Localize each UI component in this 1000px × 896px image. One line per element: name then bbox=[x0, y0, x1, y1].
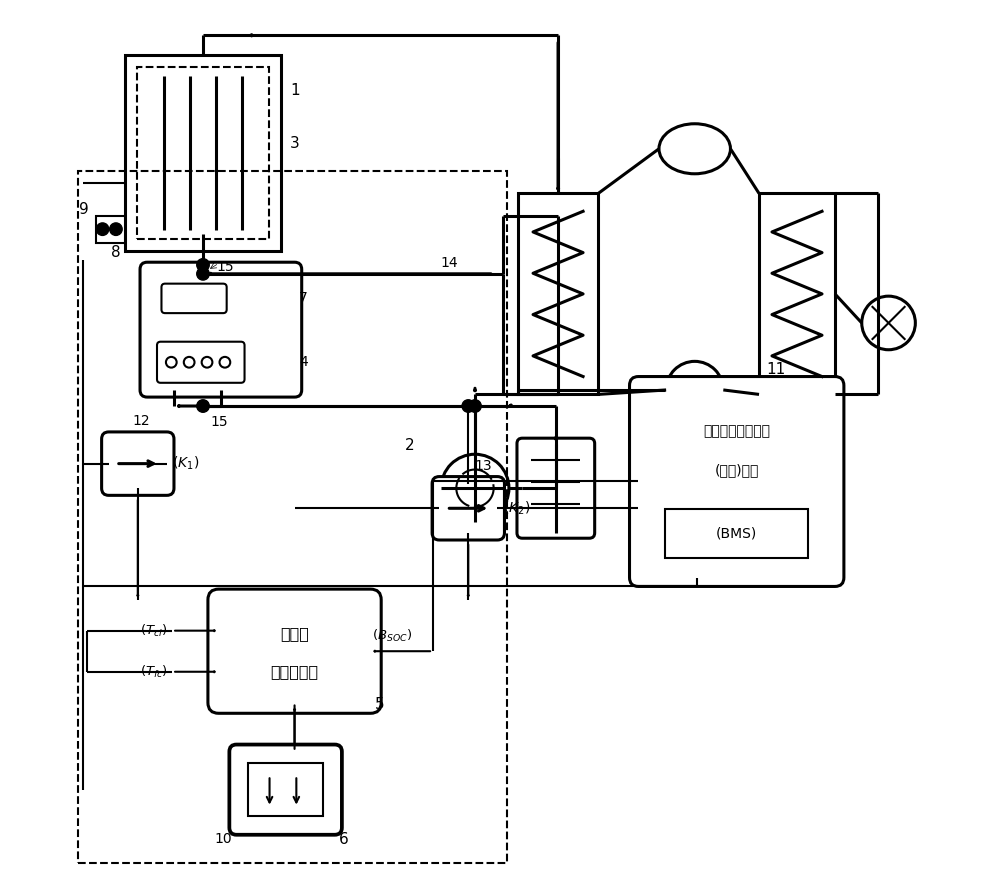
Bar bbox=[96, 216, 125, 243]
Text: 冷启动: 冷启动 bbox=[280, 626, 309, 642]
Text: $(T_{fc})$: $(T_{fc})$ bbox=[140, 664, 168, 680]
Text: 10: 10 bbox=[214, 832, 232, 846]
Circle shape bbox=[197, 268, 209, 280]
Circle shape bbox=[110, 223, 122, 236]
Bar bbox=[78, 171, 507, 864]
Text: 燃料电池系统中的: 燃料电池系统中的 bbox=[703, 425, 770, 438]
Text: 11: 11 bbox=[766, 362, 785, 376]
Text: 4: 4 bbox=[299, 355, 308, 369]
Text: 15: 15 bbox=[216, 260, 234, 273]
Circle shape bbox=[197, 259, 209, 271]
FancyBboxPatch shape bbox=[630, 376, 844, 587]
Text: 15: 15 bbox=[210, 415, 228, 429]
Circle shape bbox=[197, 400, 209, 412]
Bar bbox=[125, 55, 281, 252]
FancyBboxPatch shape bbox=[208, 590, 381, 713]
Text: $(T_{cl})$: $(T_{cl})$ bbox=[140, 623, 168, 639]
Text: (BMS): (BMS) bbox=[716, 526, 757, 540]
Text: 2: 2 bbox=[405, 438, 415, 452]
Text: $(B_{SOC})$: $(B_{SOC})$ bbox=[372, 628, 413, 644]
Text: 12: 12 bbox=[132, 414, 150, 428]
Text: 9: 9 bbox=[79, 202, 89, 217]
Circle shape bbox=[96, 223, 109, 236]
Text: $(K_2)$: $(K_2)$ bbox=[503, 500, 530, 517]
Bar bbox=[665, 509, 808, 558]
Text: 8: 8 bbox=[111, 246, 121, 261]
Bar bbox=[759, 194, 835, 394]
Text: (启动)电源: (启动)电源 bbox=[715, 463, 759, 477]
Text: 14: 14 bbox=[440, 256, 458, 270]
Text: $(K_1)$: $(K_1)$ bbox=[172, 455, 199, 472]
FancyBboxPatch shape bbox=[102, 432, 174, 495]
Bar bbox=[518, 194, 598, 394]
Text: 6: 6 bbox=[339, 832, 349, 847]
Text: 预热控制器: 预热控制器 bbox=[270, 664, 319, 679]
Text: 3: 3 bbox=[290, 136, 300, 151]
Text: 7: 7 bbox=[299, 291, 308, 306]
Bar bbox=[137, 67, 269, 239]
Text: 5: 5 bbox=[375, 696, 385, 711]
Text: 1: 1 bbox=[290, 82, 300, 98]
Circle shape bbox=[469, 400, 481, 412]
Bar bbox=[248, 763, 323, 816]
Text: 13: 13 bbox=[474, 459, 492, 473]
Circle shape bbox=[462, 400, 475, 412]
FancyBboxPatch shape bbox=[229, 745, 342, 835]
FancyBboxPatch shape bbox=[140, 263, 302, 397]
FancyBboxPatch shape bbox=[432, 477, 504, 540]
